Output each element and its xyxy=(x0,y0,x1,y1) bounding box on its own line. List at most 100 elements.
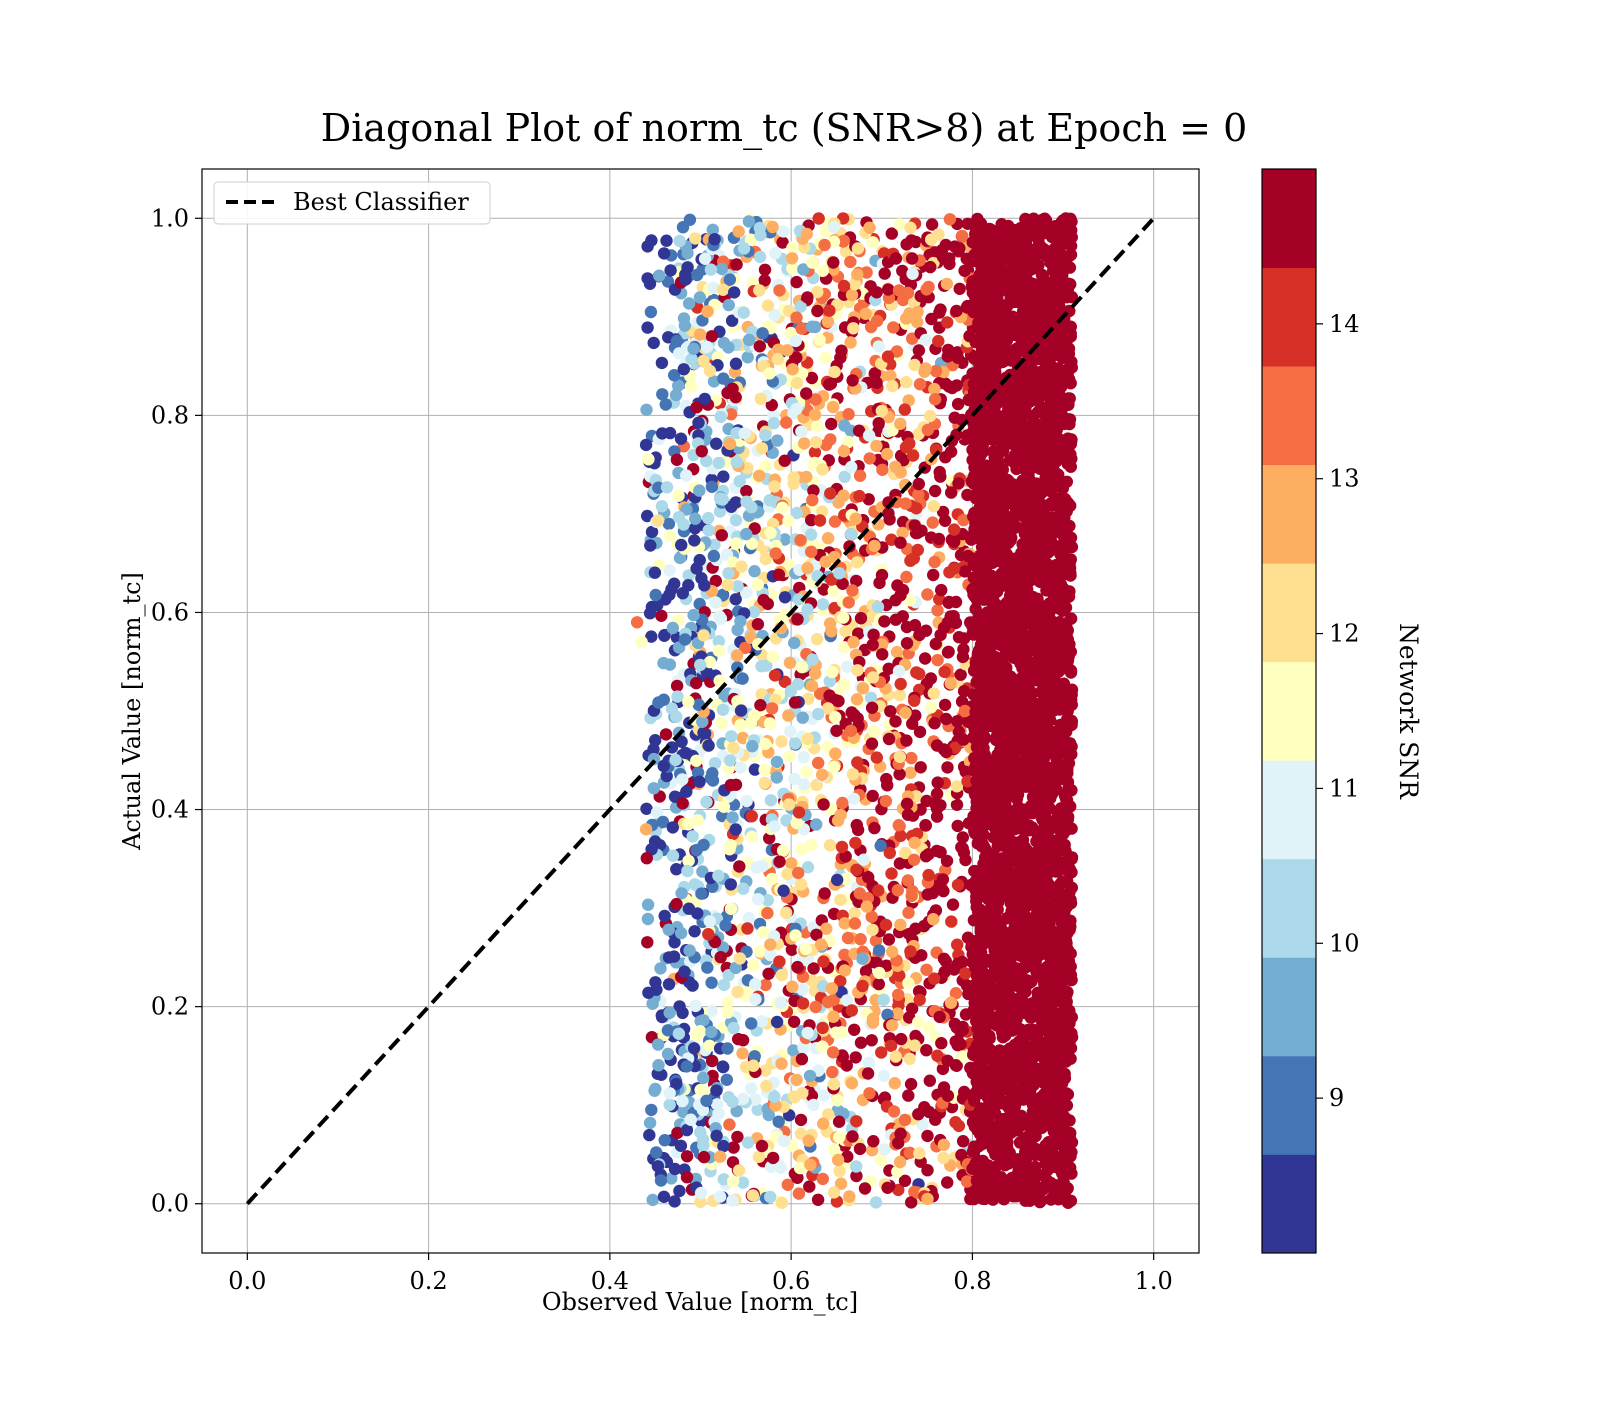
scatter-point xyxy=(952,958,964,970)
scatter-point xyxy=(803,1180,815,1192)
scatter-point xyxy=(678,966,690,978)
scatter-point xyxy=(876,648,888,660)
scatter-point xyxy=(853,490,865,502)
scatter-point xyxy=(801,291,813,303)
scatter-point xyxy=(723,1118,735,1130)
scatter-point xyxy=(766,702,778,714)
scatter-point xyxy=(795,878,807,890)
scatter-point xyxy=(677,221,689,233)
scatter-point xyxy=(901,798,913,810)
scatter-point xyxy=(722,567,734,579)
scatter-point xyxy=(779,591,791,603)
scatter-point xyxy=(941,278,953,290)
scatter-point xyxy=(660,728,672,740)
scatter-point xyxy=(880,795,892,807)
scatter-point xyxy=(747,1060,759,1072)
scatter-point xyxy=(802,733,814,745)
scatter-point xyxy=(848,1024,860,1036)
scatter-point xyxy=(663,978,675,990)
scatter-point xyxy=(827,256,839,268)
scatter-point xyxy=(893,218,905,230)
scatter-point xyxy=(900,376,912,388)
scatter-point xyxy=(938,1081,950,1093)
scatter-point xyxy=(912,1016,924,1028)
scatter-point xyxy=(655,1174,667,1186)
scatter-point xyxy=(941,761,953,773)
scatter-point xyxy=(796,661,808,673)
scatter-point xyxy=(848,793,860,805)
scatter-point xyxy=(687,830,699,842)
scatter-point xyxy=(740,496,752,508)
scatter-point xyxy=(813,212,825,224)
scatter-point xyxy=(937,873,949,885)
scatter-point xyxy=(903,928,915,940)
scatter-point xyxy=(672,490,684,502)
scatter-point xyxy=(773,569,785,581)
scatter-point xyxy=(955,841,967,853)
scatter-point xyxy=(827,1011,839,1023)
scatter-point xyxy=(795,1114,807,1126)
scatter-point xyxy=(689,513,701,525)
scatter-point xyxy=(762,299,774,311)
scatter-point xyxy=(776,969,788,981)
scatter-point xyxy=(879,267,891,279)
scatter-point xyxy=(941,1176,953,1188)
scatter-point xyxy=(706,1055,718,1067)
scatter-point xyxy=(701,341,713,353)
scatter-point xyxy=(656,357,668,369)
scatter-point xyxy=(925,701,937,713)
scatter-point xyxy=(895,1033,907,1045)
scatter-point xyxy=(801,603,813,615)
scatter-point xyxy=(836,1026,848,1038)
scatter-point xyxy=(902,1089,914,1101)
scatter-point xyxy=(945,677,957,689)
scatter-point xyxy=(951,780,963,792)
scatter-point xyxy=(739,427,751,439)
scatter-point xyxy=(732,1033,744,1045)
scatter-point xyxy=(957,1135,969,1147)
scatter-point xyxy=(778,1135,790,1147)
scatter-point xyxy=(796,1053,808,1065)
scatter-point xyxy=(847,322,859,334)
scatter-point xyxy=(884,370,896,382)
scatter-point xyxy=(950,305,962,317)
scatter-point xyxy=(873,967,885,979)
scatter-point xyxy=(764,717,776,729)
scatter-point xyxy=(866,924,878,936)
scatter-point xyxy=(846,374,858,386)
scatter-point xyxy=(868,822,880,834)
scatter-point xyxy=(791,377,803,389)
scatter-point xyxy=(881,448,893,460)
scatter-point xyxy=(912,489,924,501)
scatter-point xyxy=(677,518,689,530)
scatter-point xyxy=(863,222,875,234)
scatter-point xyxy=(831,1094,843,1106)
scatter-point xyxy=(914,378,926,390)
scatter-point xyxy=(859,1182,871,1194)
scatter-point xyxy=(952,398,964,410)
scatter-point xyxy=(824,433,836,445)
scatter-point xyxy=(681,1060,693,1072)
scatter-point xyxy=(760,1080,772,1092)
scatter-point xyxy=(952,820,964,832)
scatter-point xyxy=(773,284,785,296)
scatter-point xyxy=(771,434,783,446)
scatter-point xyxy=(820,556,832,568)
scatter-point xyxy=(730,514,742,526)
scatter-point xyxy=(863,1057,875,1069)
scatter-point xyxy=(849,917,861,929)
scatter-point xyxy=(812,1194,824,1206)
scatter-point xyxy=(835,345,847,357)
scatter-point xyxy=(737,1093,749,1105)
scatter-point xyxy=(747,959,759,971)
scatter-point xyxy=(650,589,662,601)
scatter-point xyxy=(773,955,785,967)
scatter-point xyxy=(663,924,675,936)
scatter-point xyxy=(677,797,689,809)
scatter-point xyxy=(954,283,966,295)
scatter-point xyxy=(868,725,880,737)
scatter-point xyxy=(710,438,722,450)
scatter-point xyxy=(816,1040,828,1052)
scatter-point xyxy=(727,1175,739,1187)
scatter-point xyxy=(894,857,906,869)
